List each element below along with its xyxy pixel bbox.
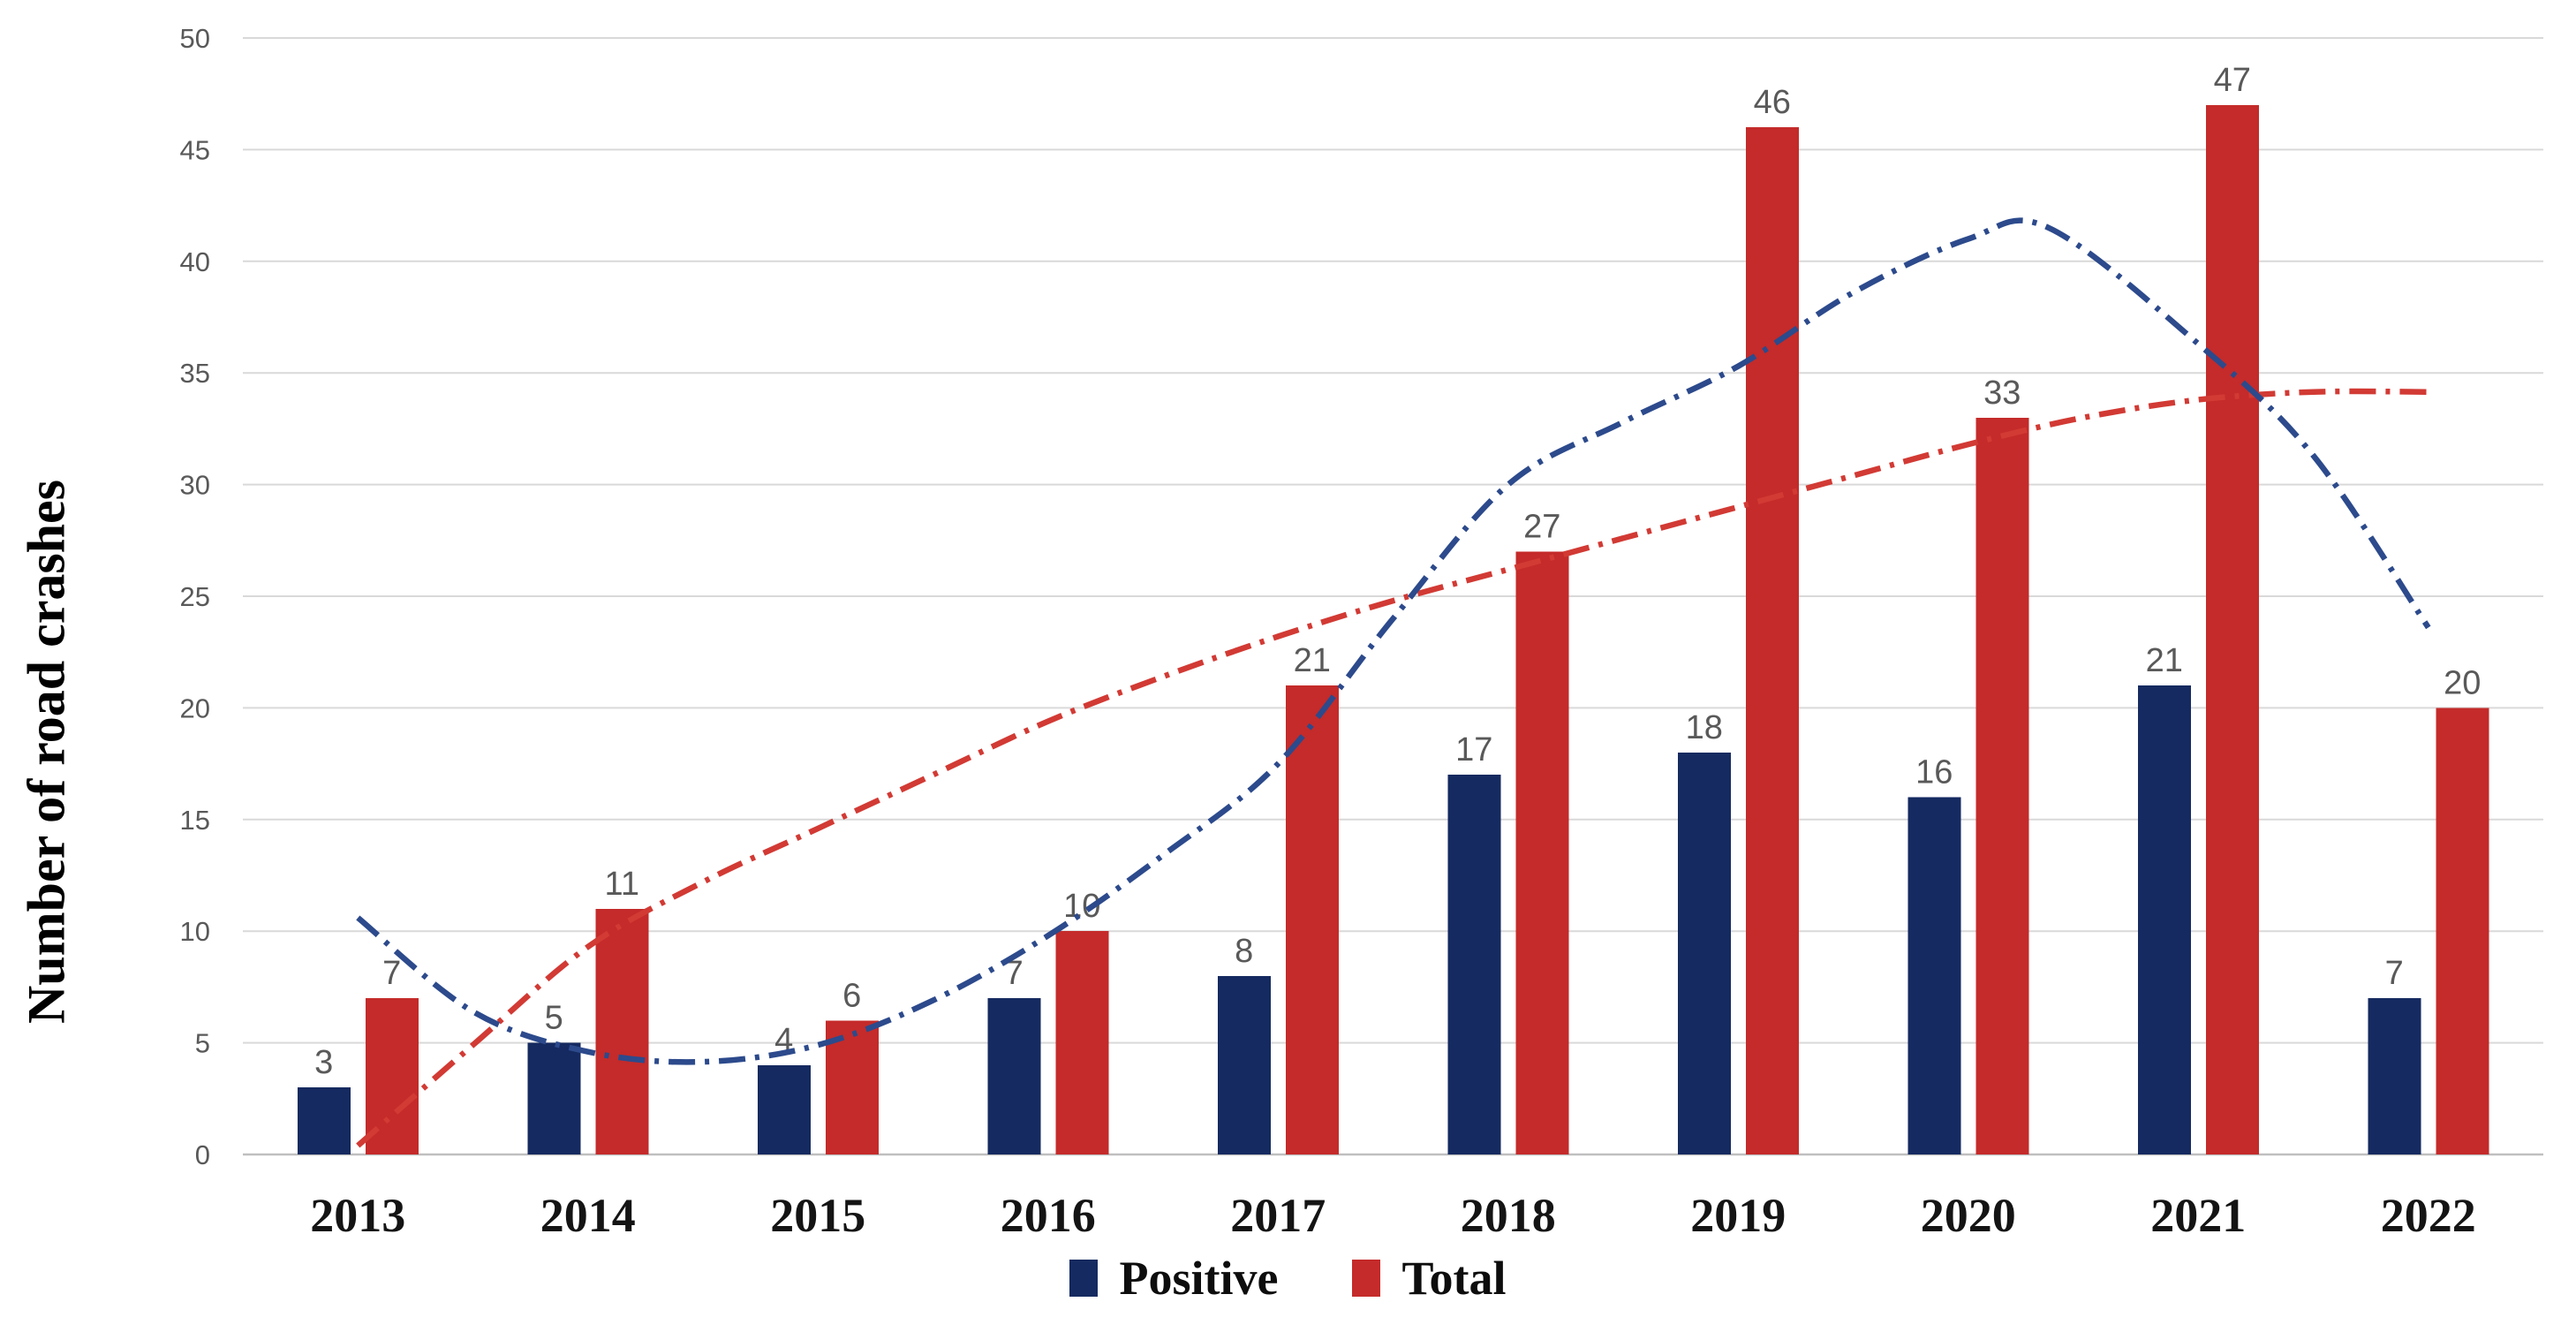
legend-item-positive: Positive bbox=[1069, 1251, 1278, 1306]
bar-total-2022 bbox=[2436, 708, 2489, 1154]
y-tick-label: 45 bbox=[180, 134, 210, 165]
x-axis-label-2019: 2019 bbox=[1690, 1189, 1786, 1242]
bar-value-label-total-2021: 47 bbox=[2214, 62, 2251, 99]
bar-value-label-positive-2022: 7 bbox=[2385, 955, 2404, 992]
bar-positive-2017 bbox=[1217, 975, 1271, 1154]
bar-total-2018 bbox=[1515, 551, 1569, 1154]
x-axis-label-2016: 2016 bbox=[1001, 1189, 1096, 1242]
bar-value-label-total-2015: 6 bbox=[842, 977, 861, 1014]
bar-value-label-total-2014: 11 bbox=[605, 866, 639, 903]
legend-item-total: Total bbox=[1352, 1251, 1507, 1306]
x-axis-label-2013: 2013 bbox=[310, 1189, 405, 1242]
x-axis-label-2017: 2017 bbox=[1230, 1189, 1326, 1242]
bar-positive-2021 bbox=[2137, 685, 2191, 1154]
legend: Positive Total bbox=[0, 1251, 2576, 1306]
bar-total-2014 bbox=[595, 908, 649, 1154]
bar-value-label-positive-2013: 3 bbox=[314, 1044, 333, 1081]
bar-positive-2019 bbox=[1677, 752, 1731, 1154]
bar-positive-2020 bbox=[1907, 797, 1961, 1154]
trendline-total-polynomial-trend bbox=[356, 388, 2429, 1148]
bar-value-label-positive-2021: 21 bbox=[2146, 642, 2183, 679]
bar-total-2016 bbox=[1055, 931, 1109, 1154]
bar-value-label-positive-2018: 17 bbox=[1455, 731, 1492, 768]
y-tick-label: 25 bbox=[180, 581, 210, 612]
bar-value-label-total-2017: 21 bbox=[1294, 642, 1331, 679]
y-tick-label: 20 bbox=[180, 693, 210, 723]
total-series-swatch bbox=[1352, 1260, 1381, 1297]
y-tick-label: 50 bbox=[180, 23, 210, 54]
bar-value-label-total-2013: 7 bbox=[382, 955, 401, 992]
x-axis-label-2015: 2015 bbox=[770, 1189, 865, 1242]
bar-positive-2013 bbox=[297, 1087, 351, 1154]
bar-positive-2014 bbox=[527, 1042, 581, 1154]
bar-positive-2016 bbox=[987, 998, 1041, 1154]
bar-positive-2015 bbox=[757, 1064, 811, 1154]
bar-value-label-total-2019: 46 bbox=[1754, 84, 1791, 121]
y-tick-label: 5 bbox=[195, 1028, 210, 1059]
positive-series-swatch bbox=[1069, 1260, 1099, 1297]
x-axis-label-2020: 2020 bbox=[1921, 1189, 2016, 1242]
y-tick-label: 15 bbox=[180, 805, 210, 836]
bar-positive-2022 bbox=[2368, 998, 2421, 1154]
bar-value-label-total-2018: 27 bbox=[1523, 508, 1560, 545]
bar-value-label-positive-2019: 18 bbox=[1686, 709, 1723, 746]
x-axis-label-2021: 2021 bbox=[2150, 1189, 2246, 1242]
bar-total-2017 bbox=[1285, 685, 1339, 1154]
y-tick-label: 35 bbox=[180, 358, 210, 389]
bar-total-2021 bbox=[2205, 104, 2259, 1155]
bar-value-label-positive-2014: 5 bbox=[545, 1000, 563, 1037]
x-axis-label-2018: 2018 bbox=[1461, 1189, 1556, 1242]
y-tick-label: 40 bbox=[180, 246, 210, 277]
bar-value-label-positive-2016: 7 bbox=[1005, 955, 1024, 992]
bar-total-2020 bbox=[1975, 417, 2029, 1154]
bar-total-2019 bbox=[1745, 127, 1799, 1154]
y-tick-label: 30 bbox=[180, 470, 210, 501]
bar-value-label-positive-2020: 16 bbox=[1915, 754, 1953, 791]
bar-positive-2018 bbox=[1447, 775, 1501, 1154]
legend-label-total: Total bbox=[1401, 1252, 1507, 1305]
trendline-positive-polynomial-trend bbox=[356, 217, 2431, 1065]
x-axis-label-2022: 2022 bbox=[2381, 1189, 2476, 1242]
x-axis-label-2014: 2014 bbox=[540, 1189, 636, 1242]
legend-label-positive: Positive bbox=[1119, 1252, 1279, 1305]
bar-value-label-total-2022: 20 bbox=[2444, 664, 2481, 701]
bar-value-label-total-2020: 33 bbox=[1983, 375, 2021, 412]
y-tick-label: 0 bbox=[195, 1139, 210, 1170]
bar-value-label-positive-2017: 8 bbox=[1235, 933, 1253, 970]
y-tick-label: 10 bbox=[180, 916, 210, 947]
